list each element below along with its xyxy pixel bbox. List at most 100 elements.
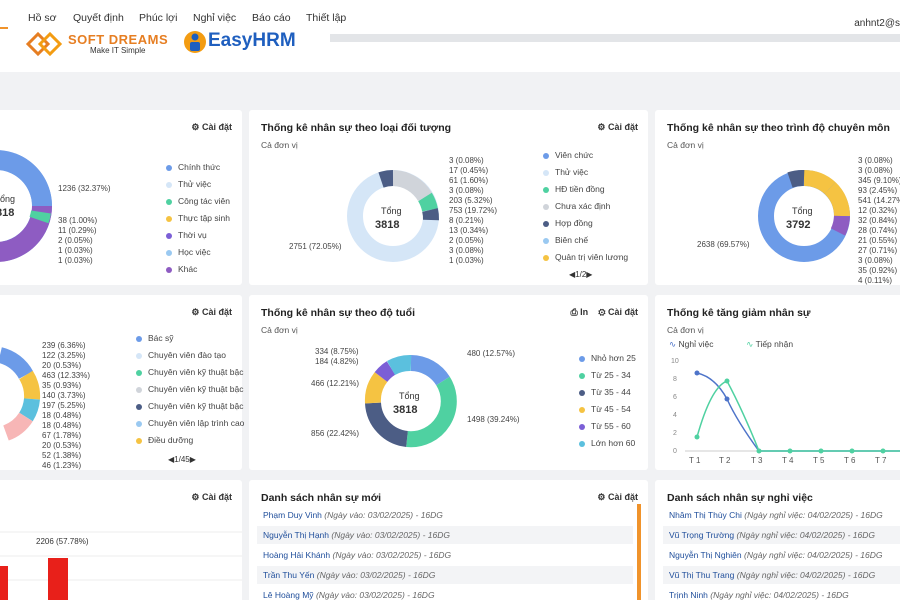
list-item[interactable]: Hoàng Hải Khánh (Ngày vào: 03/02/2025) -… [263,550,452,560]
print-settings-group: ⎙ In ⚙ Cài đặt [570,307,638,318]
list-item[interactable]: Lê Hoàng Mỹ (Ngày vào: 03/02/2025) - 16D… [263,590,435,600]
bar-chart: 2206 (57.78%) [0,531,242,600]
slice-yellow [803,170,836,195]
point [694,370,700,376]
list-item[interactable]: Nhâm Thị Thùy Chi (Ngày nghỉ việc: 04/02… [669,510,883,520]
y-tick: 10 [671,358,679,365]
slice-label: 1236 (32.37%) [58,184,111,193]
legend-item[interactable]: Thời vụ [166,230,230,247]
legend-item[interactable]: Công tác viên [166,196,230,213]
legend-item[interactable]: Từ 55 - 60 [579,421,636,438]
settings-button[interactable]: ⚙ Cài đặt [597,122,638,132]
list-item[interactable]: Trịnh Ninh (Ngày nghỉ việc: 04/02/2025) … [669,590,849,600]
slice-label: 3 (0.08%) [858,156,893,165]
legend-item[interactable]: Từ 25 - 34 [579,370,636,387]
legend-item[interactable]: ∿ Nghỉ việc [669,339,714,349]
list-item[interactable]: Nguyễn Thị Nghiên (Ngày nghỉ việc: 04/02… [669,550,883,560]
legend-item[interactable]: Thực tập sinh [166,213,230,230]
legend: Viên chức Thử việc HĐ tiền đồng Chưa xác… [543,150,628,269]
header-strip [330,34,900,42]
legend-item[interactable]: ∿ Tiếp nhận [746,339,794,349]
nav-thiet-lap[interactable]: Thiết lập [306,12,347,24]
legend-item[interactable]: HĐ tiền đồng [543,184,628,201]
list-item[interactable]: Phạm Duy Vinh (Ngày vào: 03/02/2025) - 1… [263,510,443,520]
legend-item[interactable]: Chuyên viên kỹ thuật bậc [136,367,244,384]
donut-total-value: 3818 [375,219,399,231]
settings-button[interactable]: ⚙ Cài đặt [597,492,638,502]
legend-item[interactable]: Chính thức [166,162,230,179]
legend-item[interactable]: Nhỏ hơn 25 [579,353,636,370]
legend-pager[interactable]: ◀1/45▶ [168,455,196,464]
y-tick: 4 [673,412,677,419]
nav-ho-so[interactable]: Hồ sơ [28,12,57,24]
slice-label: 1498 (39.24%) [467,415,520,424]
x-tick: T 4 [782,456,794,465]
donut-chart: ổng 818 [0,150,52,262]
legend-item[interactable]: Biên chế [543,235,628,252]
legend-item[interactable]: Từ 35 - 44 [579,387,636,404]
slice-label: 3 (0.08%) [858,166,893,175]
nav-quyet-dinh[interactable]: Quyết định [73,12,124,24]
card-tang-giam: Thống kê tăng giảm nhân sự Cả đơn vị ∿ N… [655,295,900,470]
legend-item[interactable]: Khác [166,264,230,281]
card-loai-hop-dong: ⚙ Cài đặt ổng 818 1236 (32.37%) 38 (1.00… [0,110,242,285]
scrollbar[interactable] [637,504,641,600]
slice-label: 239 (6.36%) [42,341,86,350]
slice-label: 334 (8.75%) [315,347,359,356]
settings-button[interactable]: ⚙ Cài đặt [191,307,232,317]
settings-button[interactable]: ⚙ Cài đặt [598,307,638,317]
legend-item[interactable]: Quản trị viên lương [543,252,628,269]
list-item[interactable]: Nguyễn Thị Hạnh (Ngày vào: 03/02/2025) -… [257,526,633,544]
list-item[interactable]: Vũ Trọng Trường (Ngày nghỉ việc: 04/02/2… [663,526,900,544]
legend-item[interactable]: Thử việc [543,167,628,184]
legend-item[interactable]: Học việc [166,247,230,264]
legend-item[interactable]: Chuyên viên kỹ thuật bậc [136,401,244,418]
softdreams-logo-text: SOFT DREAMS [68,32,169,47]
unit-label: Cả đơn vị [667,140,704,150]
slice-dark [787,169,805,188]
slice-label: 1 (0.03%) [449,256,484,265]
slice-label: 11 (0.29%) [58,226,97,235]
point [849,448,855,454]
x-tick: T 7 [875,456,887,465]
settings-button[interactable]: ⚙ Cài đặt [191,492,232,502]
legend-item[interactable]: Thử việc [166,179,230,196]
user-account[interactable]: anhnt2@s [854,18,900,29]
card-title: Thống kê nhân sự theo độ tuổi [261,307,416,319]
point [724,396,730,402]
y-tick: 8 [673,376,677,383]
x-tick: T 5 [813,456,825,465]
legend-item[interactable]: Hợp đồng [543,218,628,235]
slice-label: 52 (1.38%) [42,451,82,460]
slice-label: 1 (0.03%) [58,256,93,265]
legend-item[interactable]: Từ 45 - 54 [579,404,636,421]
slice-label: 2 (0.05%) [58,236,93,245]
nav-nghi-viec[interactable]: Nghỉ việc [193,12,237,24]
donut-chart: Tổng 3818 [347,170,440,262]
card-title: Thống kê nhân sự theo trình độ chuyên mô… [667,122,890,134]
slice-label: 61 (1.60%) [449,176,489,185]
nav-bao-cao[interactable]: Báo cáo [252,12,291,24]
slice-label: 12 (0.32%) [858,206,898,215]
legend-item[interactable]: Lớn hơn 60 [579,438,636,455]
unit-label: Cả đơn vị [261,325,298,335]
slice-label: 20 (0.53%) [42,361,82,370]
slice-label: 203 (5.32%) [449,196,493,205]
card-title: Danh sách nhân sự mới [261,492,382,504]
legend-pager[interactable]: ◀1/2▶ [569,270,593,279]
x-tick: T 6 [844,456,856,465]
legend-item[interactable]: Bác sỹ [136,333,244,350]
list-item[interactable]: Vũ Thị Thu Trang (Ngày nghỉ việc: 04/02/… [663,566,900,584]
legend-item[interactable]: Chuyên viên kỹ thuật bậc [136,384,244,401]
slice-label: 140 (3.73%) [42,391,86,400]
list-item[interactable]: Trần Thu Yến (Ngày vào: 03/02/2025) - 16… [257,566,633,584]
print-button[interactable]: ⎙ In [570,307,589,317]
legend-item[interactable]: Điều dưỡng [136,435,244,452]
settings-button[interactable]: ⚙ Cài đặt [191,122,232,132]
legend-item[interactable]: Chuyên viên đào tạo [136,350,244,367]
top-bar: Hồ sơ Quyết định Phúc lợi Nghỉ việc Báo … [0,0,900,72]
nav-phuc-loi[interactable]: Phúc lợi [139,12,178,24]
legend-item[interactable]: Viên chức [543,150,628,167]
legend-item[interactable]: Chuyên viên lập trình cao [136,418,244,435]
legend-item[interactable]: Chưa xác định [543,201,628,218]
